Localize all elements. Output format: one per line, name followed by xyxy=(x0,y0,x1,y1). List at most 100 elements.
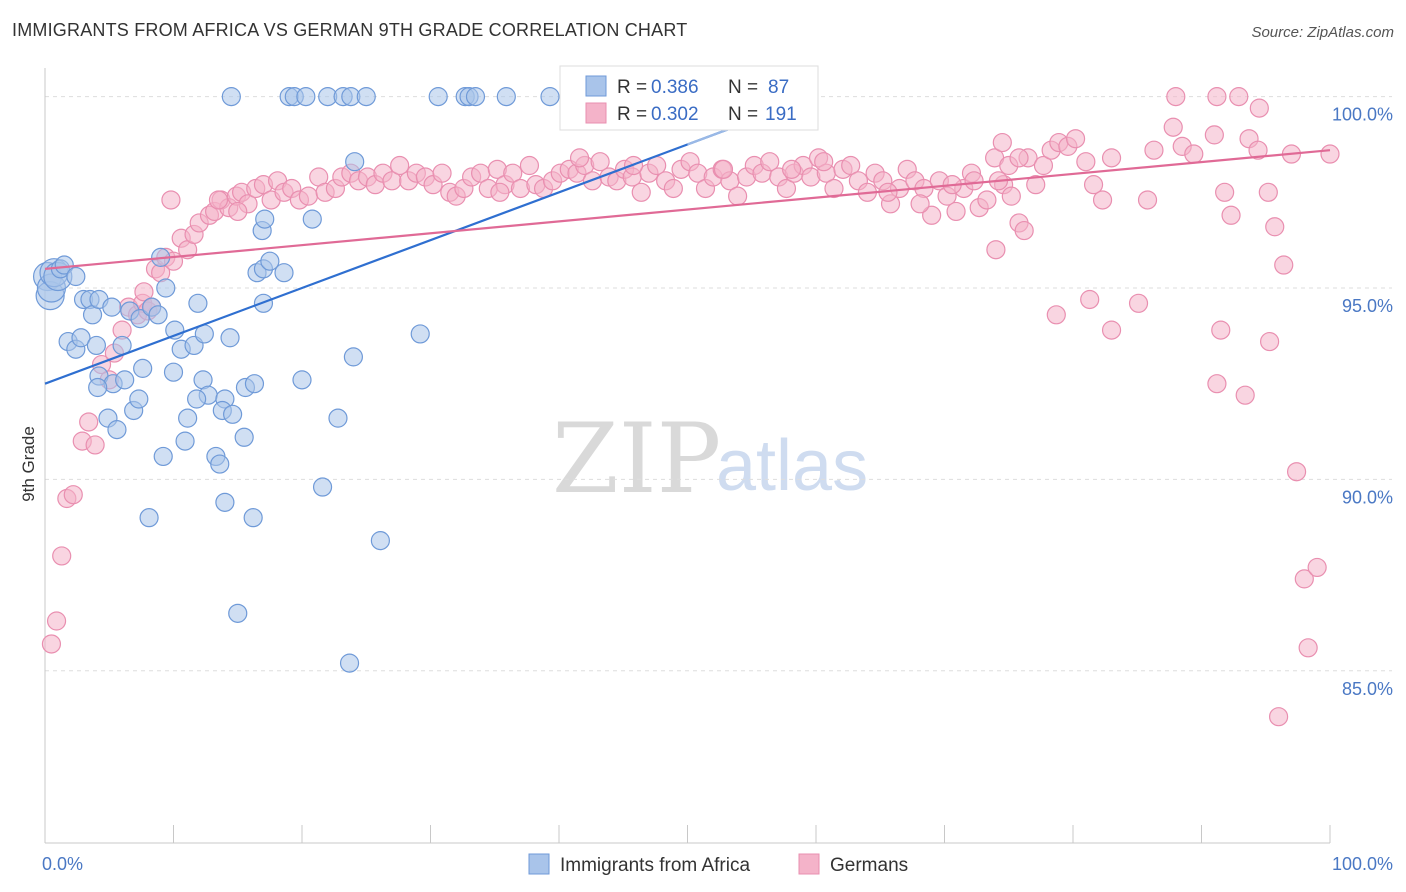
germans-point-141 xyxy=(992,132,1012,153)
africa-point-43 xyxy=(88,377,108,398)
africa-point-21 xyxy=(71,328,91,348)
africa-point-71 xyxy=(255,209,275,229)
stats-legend-r-label-pink: R = xyxy=(617,104,647,125)
germans-point-177 xyxy=(1211,320,1231,340)
germans-point-149 xyxy=(713,159,734,179)
germans-point-151 xyxy=(814,152,834,172)
watermark: ZIP atlas xyxy=(552,403,868,515)
stats-legend-swatch-blue xyxy=(585,75,607,97)
chart-source: Source: ZipAtlas.com xyxy=(1251,24,1394,41)
germans-point-65 xyxy=(503,163,523,183)
germans-point-159 xyxy=(1046,305,1066,325)
germans-point-97 xyxy=(760,152,780,172)
germans-point-163 xyxy=(1137,190,1158,210)
series-legend-label-africa: Immigrants from Africa xyxy=(560,855,750,876)
germans-point-1 xyxy=(46,611,67,631)
germans-point-4 xyxy=(63,485,83,505)
germans-point-76 xyxy=(590,152,610,172)
germans-point-85 xyxy=(663,178,683,199)
watermark-atlas: atlas xyxy=(716,426,868,506)
chart-title: IMMIGRANTS FROM AFRICA VS GERMAN 9TH GRA… xyxy=(12,20,688,40)
y-tick-labels: 100.0% 95.0% 90.0% 85.0% xyxy=(1332,105,1393,699)
germans-point-2 xyxy=(52,546,72,566)
germans-point-17 xyxy=(134,282,154,302)
germans-point-169 xyxy=(1215,182,1235,202)
germans-point-105 xyxy=(824,178,844,199)
germans-point-137 xyxy=(1083,175,1104,195)
germans-point-167 xyxy=(1184,144,1204,164)
germans-point-40 xyxy=(298,186,319,206)
germans-point-187 xyxy=(1166,87,1186,107)
germans-point-153 xyxy=(910,194,930,214)
africa-point-87 xyxy=(540,87,560,107)
germans-point-181 xyxy=(1286,462,1307,482)
germans-point-6 xyxy=(79,412,99,432)
watermark-zip: ZIP xyxy=(552,403,721,515)
germans-point-138 xyxy=(1092,190,1113,210)
germans-point-185 xyxy=(1268,707,1289,727)
x-tick-labels: 0.0% 100.0% xyxy=(42,854,1393,874)
africa-point-86 xyxy=(496,87,516,107)
africa-point-29 xyxy=(220,328,240,348)
germans-point-93 xyxy=(728,186,748,206)
africa-point-73 xyxy=(345,152,365,172)
africa-point-85 xyxy=(465,87,486,107)
series-legend-swatch-germans xyxy=(798,853,820,875)
africa-point-81 xyxy=(356,87,376,107)
y-tick-label-1: 95.0% xyxy=(1342,296,1393,316)
germans-point-173 xyxy=(1258,182,1278,202)
germans-point-158 xyxy=(1014,220,1034,241)
germans-point-179 xyxy=(1235,385,1255,405)
germans-point-190 xyxy=(1249,98,1269,118)
germans-point-182 xyxy=(1294,569,1314,589)
africa-point-65 xyxy=(228,603,248,623)
africa-point-47 xyxy=(129,389,149,409)
stats-legend-n-label-blue: N = xyxy=(728,77,758,98)
stats-legend-r-value-pink: 0.302 xyxy=(651,104,699,125)
x-tick-label-1: 100.0% xyxy=(1332,854,1393,874)
africa-point-32 xyxy=(115,370,135,390)
germans-point-131 xyxy=(1033,155,1054,176)
y-tick-label-2: 90.0% xyxy=(1342,487,1393,507)
germans-point-150 xyxy=(781,159,802,179)
africa-point-7 xyxy=(66,266,86,287)
africa-point-66 xyxy=(339,653,360,673)
germans-point-56 xyxy=(432,163,452,183)
africa-point-18 xyxy=(156,278,176,298)
africa-point-33 xyxy=(133,358,153,378)
germans-point-147 xyxy=(569,148,590,168)
germans-point-165 xyxy=(1163,117,1183,137)
germans-point-136 xyxy=(1076,152,1096,172)
immigrants-africa-points xyxy=(32,87,560,673)
africa-point-40 xyxy=(292,370,312,390)
stats-legend-r-label-blue: R = xyxy=(617,77,647,98)
germans-point-178 xyxy=(1207,374,1227,394)
africa-point-52 xyxy=(234,427,254,447)
germans-point-175 xyxy=(1274,255,1294,275)
germans-point-144 xyxy=(208,190,229,210)
stats-legend-n-value-pink: 191 xyxy=(765,104,797,125)
germans-point-135 xyxy=(1065,129,1086,149)
africa-point-82 xyxy=(428,87,448,107)
africa-point-72 xyxy=(302,209,322,229)
africa-point-56 xyxy=(175,431,195,451)
germans-point-183 xyxy=(1298,638,1318,658)
africa-point-41 xyxy=(343,347,363,367)
germans-point-186 xyxy=(1320,144,1340,164)
y-axis-label: 9th Grade xyxy=(19,426,38,502)
germans-point-130 xyxy=(1026,175,1046,195)
africa-point-59 xyxy=(153,446,173,467)
y-tick-label-3: 85.0% xyxy=(1342,679,1393,699)
germans-point-188 xyxy=(1207,87,1227,107)
germans-point-170 xyxy=(1221,205,1241,225)
series-legend: Immigrants from Africa Germans xyxy=(528,853,908,876)
series-legend-label-germans: Germans xyxy=(830,855,908,876)
africa-point-42 xyxy=(410,324,430,344)
africa-point-61 xyxy=(139,508,159,528)
africa-point-63 xyxy=(312,477,333,497)
germans-point-180 xyxy=(1260,331,1280,352)
germans-point-162 xyxy=(1128,293,1149,313)
series-legend-swatch-africa xyxy=(528,853,550,875)
germans-point-172 xyxy=(1248,140,1268,160)
